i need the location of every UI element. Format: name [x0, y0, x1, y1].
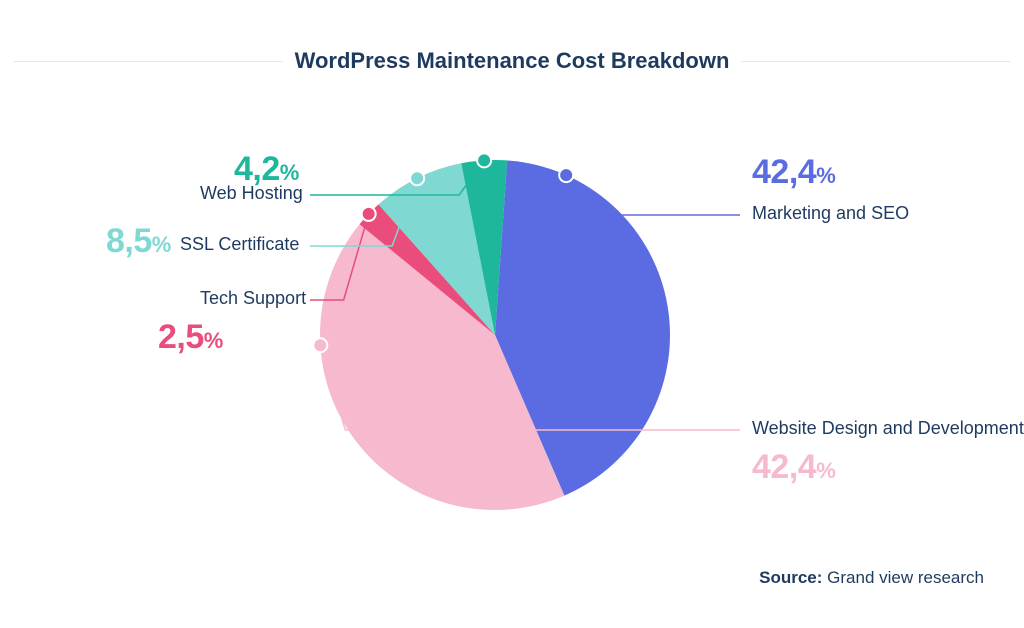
source-line: Source: Grand view research	[759, 568, 984, 588]
pct-marketing-seo: 42,4%	[752, 153, 836, 192]
source-text: Grand view research	[827, 568, 984, 587]
pie-chart: 42,4% 42,4% 2,5% 8,5% 4,2% Marketing and…	[0, 0, 1024, 628]
label-tech-support: Tech Support	[200, 288, 306, 309]
pct-website-design: 42,4%	[752, 448, 836, 487]
label-ssl-certificate: SSL Certificate	[180, 234, 299, 255]
label-web-hosting: Web Hosting	[200, 183, 303, 204]
chart-card: WordPress Maintenance Cost Breakdown 42,…	[0, 0, 1024, 628]
pie-svg	[0, 0, 1024, 628]
pct-ssl-certificate: 8,5%	[106, 222, 171, 261]
label-marketing-seo: Marketing and SEO	[752, 203, 909, 224]
label-website-design: Website Design and Development	[752, 418, 1024, 439]
source-label: Source:	[759, 568, 822, 587]
pct-tech-support: 2,5%	[158, 318, 223, 357]
